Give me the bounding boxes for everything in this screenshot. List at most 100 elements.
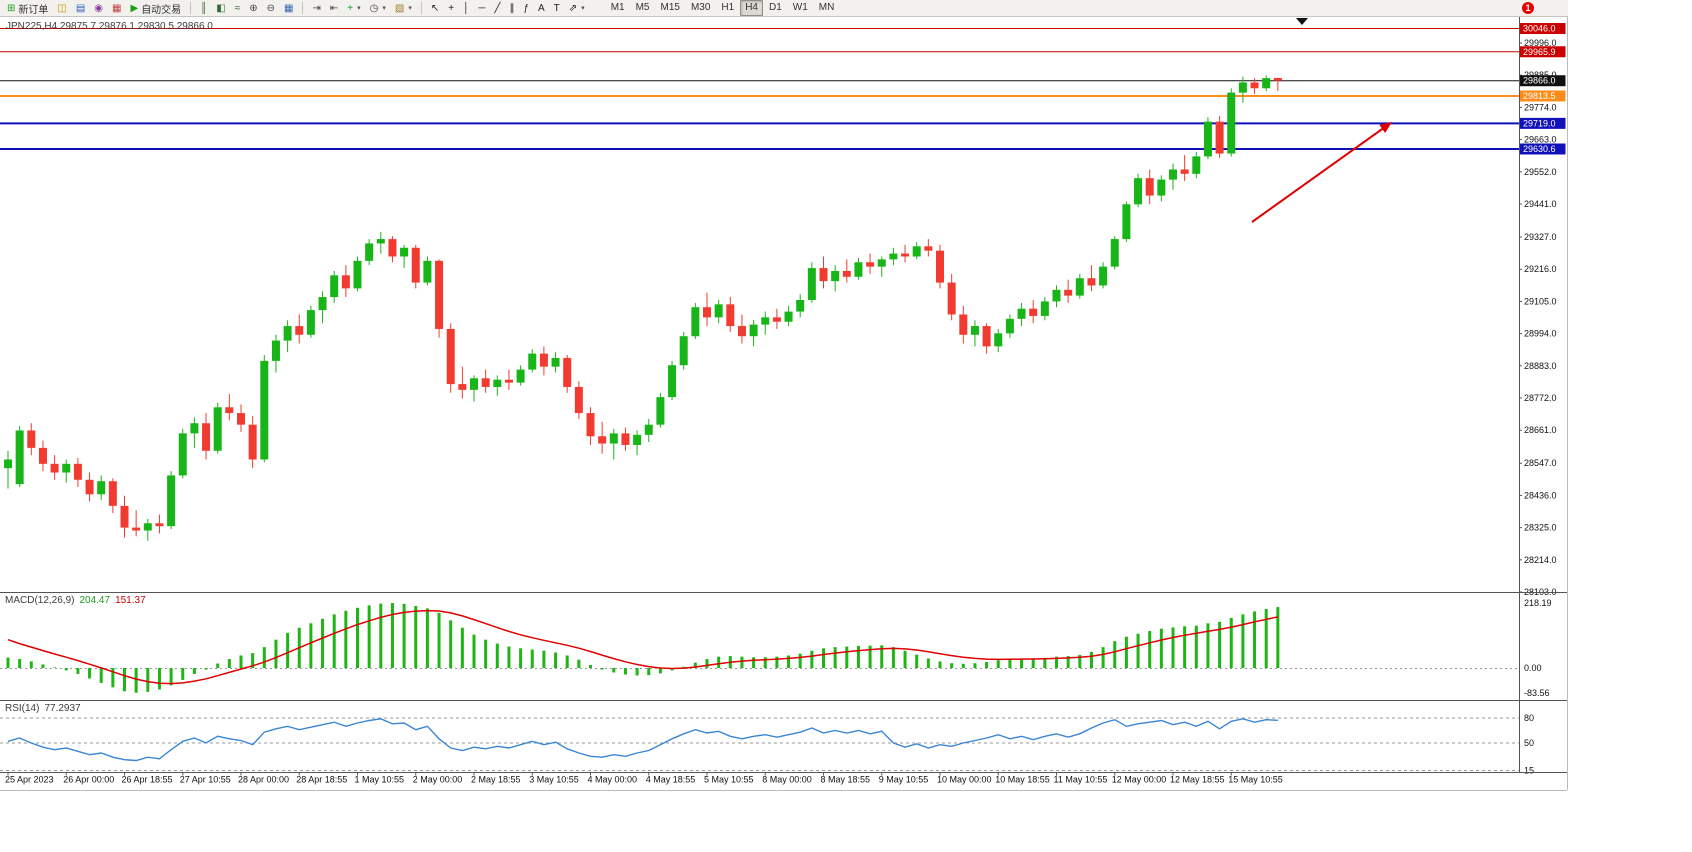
- vertical-line-icon[interactable]: │: [459, 0, 473, 17]
- candlestick-chart-icon[interactable]: ◧: [212, 0, 229, 17]
- svg-text:8 May 00:00: 8 May 00:00: [762, 775, 812, 785]
- market-watch-icon[interactable]: ▤: [72, 0, 89, 17]
- svg-text:11 May 10:55: 11 May 10:55: [1054, 775, 1108, 785]
- periods-icon[interactable]: ◷ ▾: [366, 0, 390, 17]
- candlestick-series: [4, 75, 1282, 541]
- svg-text:28661.0: 28661.0: [1524, 425, 1557, 435]
- fibonacci-icon[interactable]: ƒ: [519, 0, 533, 17]
- svg-text:2 May 18:55: 2 May 18:55: [471, 775, 521, 785]
- toolbar: ⊞ 新订单 ◫ ▤ ◉ ▦ ▶ 自动交易 ║ ◧ ≈ ⊕ ⊖ ▦ ⇥ ⇤ + ▾ ◷ ▾ ▧ ▾ ↖ + │ ─ ╱ ∥ ƒ A T ⇗ ▾ M1…: [0, 0, 1568, 17]
- timeframe-button-group: M1 M5 M15 M30 H1 H4 D1 W1 MN: [606, 0, 840, 16]
- svg-text:15: 15: [1524, 766, 1534, 776]
- trendline-icon: ╱: [494, 2, 501, 14]
- svg-text:29327.0: 29327.0: [1524, 232, 1557, 242]
- macd-histogram: [6, 603, 1280, 693]
- chart-window-icon: ◫: [57, 2, 67, 14]
- crosshair-icon[interactable]: +: [444, 0, 458, 17]
- svg-text:29774.0: 29774.0: [1524, 102, 1557, 112]
- macd-signal-line: [7, 609, 1279, 685]
- svg-text:2 May 00:00: 2 May 00:00: [413, 775, 463, 785]
- bar-chart-icon[interactable]: ║: [196, 0, 211, 17]
- svg-text:29885.0: 29885.0: [1524, 70, 1557, 80]
- svg-text:4 May 00:00: 4 May 00:00: [588, 775, 638, 785]
- new-order-button-label: 新订单: [18, 4, 49, 16]
- svg-text:26 Apr 00:00: 26 Apr 00:00: [63, 775, 114, 785]
- cursor-icon: ↖: [430, 2, 440, 14]
- templates-icon[interactable]: ▧ ▾: [391, 0, 416, 17]
- timeframe-button-M30[interactable]: M30: [690, 2, 711, 13]
- chart-canvas[interactable]: 29996.0 29885.0 29774.0 29663.0 29552.0 29441…: [0, 0, 1568, 791]
- price-line-labels: 30046.0 29965.9 29866.0 29813.5 29719.0 29630…: [1519, 23, 1566, 155]
- trend-arrow-annotation[interactable]: [1251, 122, 1392, 223]
- navigator-icon[interactable]: ◉: [90, 0, 107, 17]
- timeframe-button-H4[interactable]: H4: [740, 0, 763, 16]
- svg-text:29965.9: 29965.9: [1523, 47, 1556, 57]
- svg-text:29663.0: 29663.0: [1524, 135, 1557, 145]
- svg-text:218.19: 218.19: [1524, 598, 1552, 608]
- zoom-out-icon[interactable]: ⊖: [263, 0, 279, 17]
- svg-text:28325.0: 28325.0: [1524, 523, 1557, 533]
- horizontal-line-objects[interactable]: [0, 28, 1519, 150]
- timeframe-button-M1[interactable]: M1: [610, 2, 625, 13]
- timeframe-button-D1[interactable]: D1: [769, 2, 782, 13]
- zoom-out-icon: ⊖: [266, 2, 276, 14]
- zoom-in-icon[interactable]: ⊕: [245, 0, 261, 17]
- svg-text:29630.6: 29630.6: [1523, 144, 1556, 154]
- templates-icon: ▧: [394, 2, 405, 14]
- arrows-icon-dropdown-arrow: ▾: [581, 5, 585, 12]
- indicators-icon[interactable]: + ▾: [343, 0, 364, 17]
- cursor-icon[interactable]: ↖: [427, 0, 443, 17]
- toolbar-separator: [420, 2, 422, 14]
- chart-shift-icon: ⇤: [329, 2, 339, 14]
- svg-text:10 May 18:55: 10 May 18:55: [995, 775, 1050, 785]
- horizontal-line-icon: ─: [478, 2, 486, 14]
- svg-text:-83.56: -83.56: [1524, 688, 1550, 698]
- horizontal-line-icon[interactable]: ─: [474, 0, 489, 17]
- svg-text:12 May 00:00: 12 May 00:00: [1112, 775, 1167, 785]
- svg-text:50: 50: [1524, 738, 1534, 748]
- scroll-position-marker: [1296, 18, 1308, 25]
- autotrading-icon: ▶: [130, 2, 139, 14]
- svg-text:4 May 18:55: 4 May 18:55: [646, 775, 696, 785]
- text-icon[interactable]: A: [534, 0, 549, 17]
- trendline-icon[interactable]: ╱: [490, 0, 504, 17]
- svg-text:29216.0: 29216.0: [1524, 264, 1557, 274]
- vertical-line-icon: │: [463, 2, 470, 14]
- auto-scroll-icon[interactable]: ⇥: [308, 0, 324, 17]
- crosshair-icon: +: [448, 2, 455, 14]
- line-chart-icon: ≈: [234, 2, 241, 14]
- line-chart-icon[interactable]: ≈: [231, 0, 245, 17]
- label-icon: T: [553, 2, 560, 14]
- terminal-icon[interactable]: ▦: [108, 0, 125, 17]
- chart-shift-icon[interactable]: ⇤: [326, 0, 342, 17]
- periods-icon: ◷: [369, 2, 379, 14]
- svg-text:10 May 00:00: 10 May 00:00: [937, 775, 992, 785]
- channel-icon[interactable]: ∥: [505, 0, 518, 17]
- timeframe-button-M15[interactable]: M15: [660, 2, 680, 13]
- arrows-icon[interactable]: ⇗ ▾: [565, 0, 589, 17]
- svg-text:80: 80: [1524, 713, 1534, 723]
- chart-window-icon[interactable]: ◫: [53, 0, 70, 17]
- timeframe-button-H1[interactable]: H1: [721, 2, 735, 13]
- auto-scroll-icon: ⇥: [312, 2, 321, 14]
- autotrading-button-label: 自动交易: [141, 4, 182, 16]
- svg-text:29996.0: 29996.0: [1524, 38, 1557, 48]
- text-icon: A: [538, 2, 545, 14]
- timeframe-button-M5[interactable]: M5: [635, 2, 650, 13]
- bar-chart-icon: ║: [200, 2, 208, 14]
- timeframe-button-W1[interactable]: W1: [792, 2, 808, 13]
- label-icon[interactable]: T: [550, 0, 564, 17]
- svg-text:28 Apr 18:55: 28 Apr 18:55: [296, 775, 347, 785]
- notification-badge[interactable]: 1: [1522, 2, 1534, 14]
- autotrading-button[interactable]: ▶ 自动交易: [126, 0, 185, 17]
- templates-icon-dropdown-arrow: ▾: [408, 5, 412, 12]
- svg-text:28436.0: 28436.0: [1524, 490, 1557, 500]
- new-order-button[interactable]: ⊞ 新订单: [3, 0, 52, 17]
- time-axis[interactable]: 25 Apr 2023 26 Apr 00:00 26 Apr 18:55 27 Ap…: [5, 772, 1283, 785]
- svg-text:27 Apr 10:55: 27 Apr 10:55: [180, 775, 231, 785]
- svg-text:26 Apr 18:55: 26 Apr 18:55: [122, 775, 173, 785]
- indicators-icon-dropdown-arrow: ▾: [357, 5, 361, 12]
- svg-text:5 May 10:55: 5 May 10:55: [704, 775, 754, 785]
- timeframe-button-MN[interactable]: MN: [818, 2, 835, 13]
- tile-windows-icon[interactable]: ▦: [280, 0, 297, 17]
